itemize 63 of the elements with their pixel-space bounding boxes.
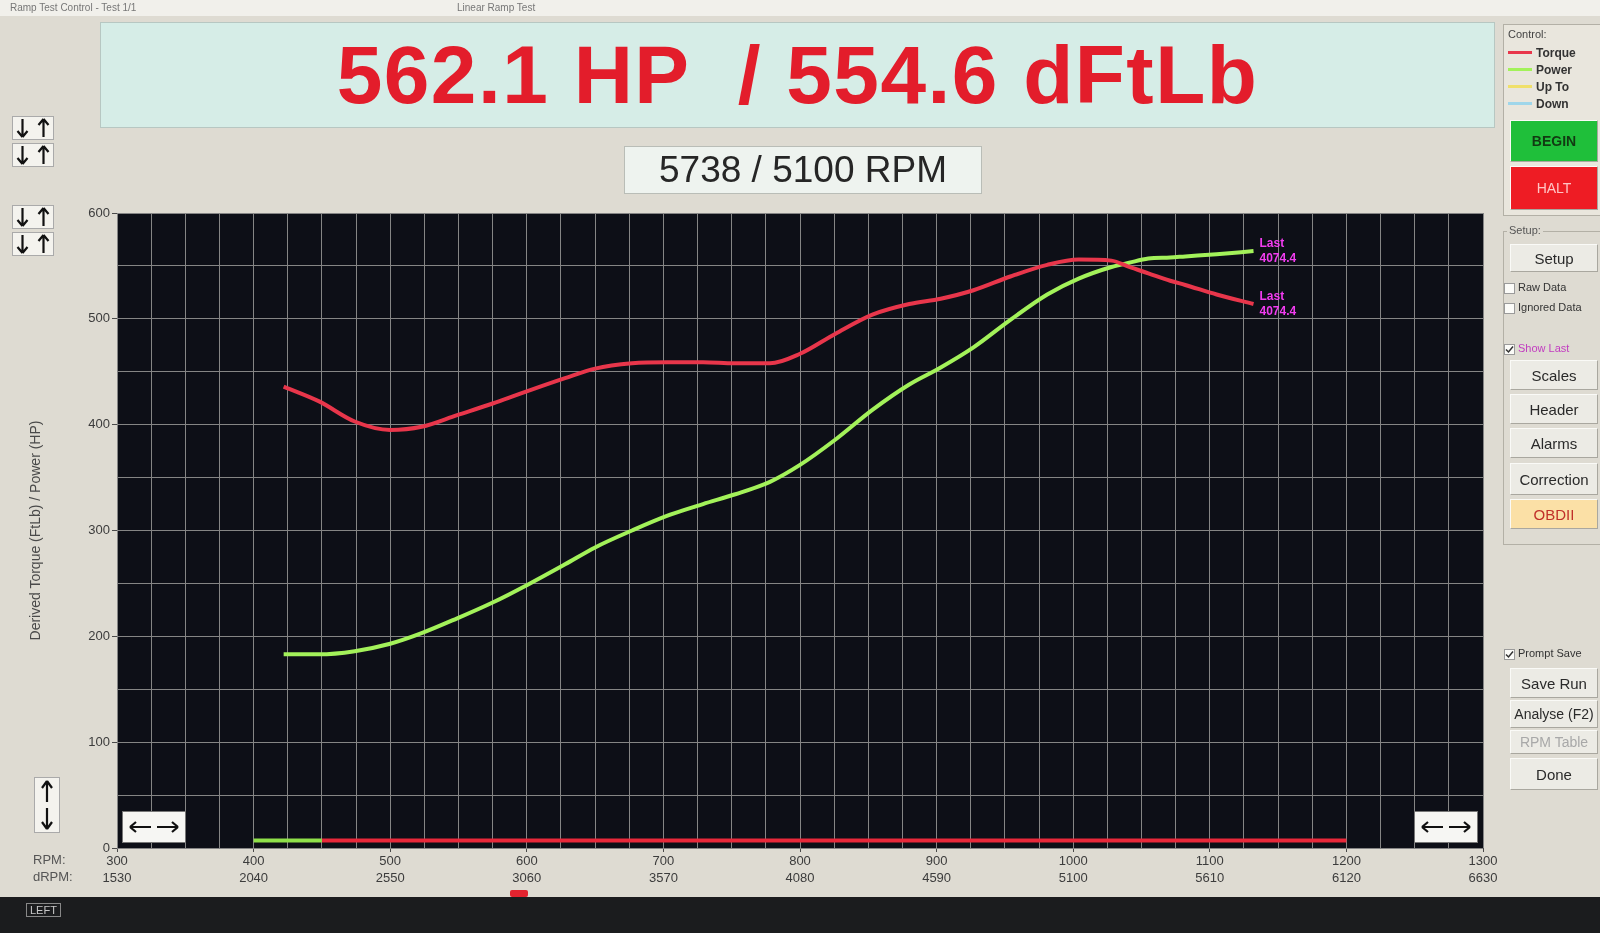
y-axis-title: Derived Torque (FtLb) / Power (HP): [27, 420, 44, 641]
x-tick-label: 900: [925, 853, 948, 869]
x-axis-title: RPM:: [33, 852, 66, 868]
x2-tick-label: 2550: [375, 870, 405, 886]
x2-tick-label: 6630: [1468, 870, 1498, 886]
x2-tick-label: 1530: [102, 870, 132, 886]
y-tick-label: 100: [88, 733, 110, 749]
annotation: Last 4074.4: [1259, 235, 1297, 265]
y-tick-label: 200: [88, 627, 110, 643]
line-series: [281, 257, 1256, 432]
button: Alarms: [1510, 428, 1598, 458]
chart-subtitle: 5738 / 5100 RPM: [659, 149, 947, 191]
x-tick-label: 1200: [1331, 853, 1361, 869]
x2-tick-label: 3060: [512, 870, 542, 886]
legend-label: Up To: [1536, 79, 1570, 94]
x2-tick-label: 6120: [1331, 870, 1361, 886]
button: BEGIN: [1510, 120, 1598, 162]
legend-label: Torque: [1536, 45, 1576, 60]
legend-label: Down: [1536, 96, 1569, 111]
text: Prompt Save: [1518, 647, 1582, 659]
y-tick-label: 400: [88, 416, 110, 432]
y-tick-label: 0: [102, 839, 110, 855]
x2-tick-label: 5100: [1058, 870, 1088, 886]
y-tick-label: 600: [88, 204, 110, 220]
button: Save Run: [1510, 668, 1598, 698]
legend-title: Control:: [1508, 28, 1548, 40]
button: Setup: [1510, 244, 1598, 272]
line-series: [281, 249, 1256, 657]
x-tick-label: 600: [515, 853, 538, 869]
text: Linear Ramp Test: [457, 2, 536, 13]
x-tick-label: 1000: [1058, 853, 1088, 869]
x-tick-label: 1100: [1195, 853, 1224, 869]
text: Raw Data: [1518, 281, 1567, 293]
x2-axis-title: dRPM:: [33, 869, 73, 885]
x-tick-label: 800: [789, 853, 811, 869]
button: HALT: [1510, 166, 1598, 210]
x-tick-label: 500: [379, 853, 402, 869]
annotation: Last 4074.4: [1259, 288, 1297, 318]
text: Ignored Data: [1518, 301, 1582, 313]
x-tick-label: 700: [652, 853, 675, 869]
chart-title: 562.1 HP / 554.6 dFtLb: [336, 28, 1259, 122]
text: Ramp Test Control - Test 1/1: [10, 2, 137, 13]
y-tick-label: 300: [88, 522, 110, 538]
text: Setup:: [1507, 224, 1543, 236]
button: Analyse (F2): [1510, 700, 1598, 728]
button: Header: [1510, 394, 1598, 424]
x2-tick-label: 3570: [648, 870, 678, 886]
y-tick-label: 500: [88, 310, 110, 326]
button: RPM Table: [1510, 730, 1598, 754]
x2-tick-label: 2040: [239, 870, 269, 886]
text: LEFT: [26, 903, 61, 917]
button: Scales: [1510, 360, 1598, 390]
x-tick-label: 1300: [1468, 853, 1498, 869]
x2-tick-label: 4080: [785, 870, 815, 886]
x-tick-label: 400: [242, 853, 265, 869]
button: Correction: [1510, 463, 1598, 495]
x2-tick-label: 5610: [1195, 870, 1225, 886]
button: OBDII: [1510, 499, 1598, 529]
x-tick-label: 300: [106, 853, 128, 869]
x2-tick-label: 4590: [922, 870, 952, 886]
text: Show Last: [1518, 342, 1570, 354]
button: Done: [1510, 758, 1598, 790]
legend-label: Power: [1536, 62, 1573, 77]
